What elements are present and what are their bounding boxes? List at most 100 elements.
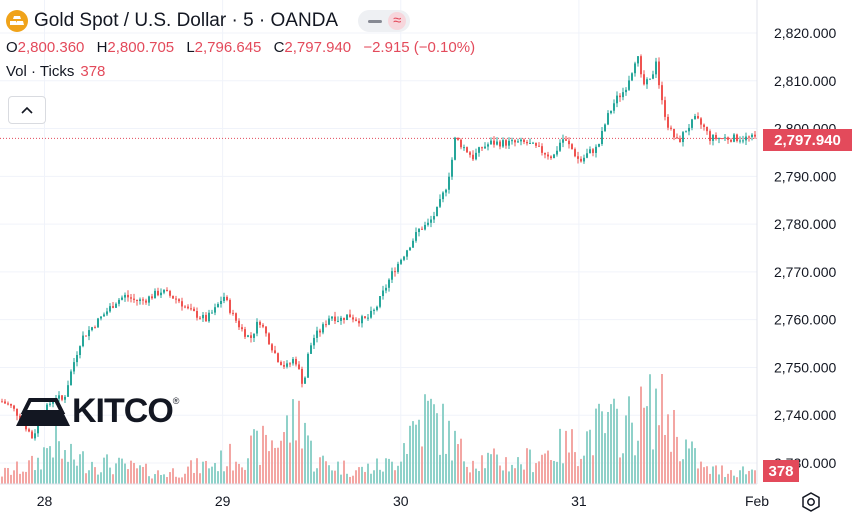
volume-bar — [430, 398, 432, 484]
candle-body — [556, 150, 558, 155]
volume-bar — [334, 470, 336, 484]
candle-body — [178, 299, 180, 302]
volume-bar — [388, 458, 390, 484]
candle-body — [616, 95, 618, 104]
volume-bar — [115, 463, 117, 484]
candle-body — [121, 297, 123, 300]
y-tick-label: 2,750.000 — [774, 359, 836, 375]
candle-body — [427, 222, 429, 225]
candle-body — [184, 306, 186, 308]
volume-bar — [244, 469, 246, 484]
volume-bar — [205, 460, 207, 484]
volume-bar — [427, 400, 429, 484]
candle-body — [346, 314, 348, 321]
candle-body — [538, 145, 540, 147]
volume-bar — [700, 461, 702, 484]
volume-bar — [283, 432, 285, 484]
volume-bar — [739, 470, 741, 484]
volume-bar — [322, 455, 324, 484]
symbol-title[interactable]: Gold Spot / U.S. Dollar · 5 · OANDA — [34, 10, 339, 31]
candle-body — [118, 299, 120, 304]
indicator-toggle[interactable]: ≈ — [358, 10, 411, 32]
candle-body — [64, 396, 66, 400]
volume-bar — [415, 424, 417, 484]
candle-body — [748, 136, 750, 138]
candle-body — [382, 290, 384, 297]
volume-bar — [436, 413, 438, 484]
volume-bar — [661, 374, 663, 484]
volume-bar — [190, 460, 192, 484]
volume-bar — [688, 448, 690, 484]
volume-bar — [745, 474, 747, 484]
candle-body — [133, 298, 135, 300]
candle-body — [544, 152, 546, 155]
candle-body — [649, 78, 651, 80]
candle-body — [655, 61, 657, 75]
volume-bar — [613, 398, 615, 484]
candle-body — [262, 324, 264, 327]
collapse-legend-button[interactable] — [8, 96, 46, 124]
volume-bar — [76, 465, 78, 484]
high-label: H — [96, 39, 108, 56]
candle-body — [322, 324, 324, 333]
volume-bar — [373, 470, 375, 484]
volume-bar — [211, 466, 213, 484]
candle-body — [733, 134, 735, 142]
candle-body — [268, 333, 270, 345]
candle-body — [682, 132, 684, 143]
candle-body — [244, 329, 246, 337]
volume-bar — [418, 419, 420, 484]
volume-bar — [61, 458, 63, 484]
candle-body — [742, 140, 744, 142]
volume-bar — [259, 464, 261, 484]
candle-body — [286, 363, 288, 367]
candle-body — [253, 333, 255, 338]
volume-bar — [709, 473, 711, 484]
volume-bar — [196, 458, 198, 484]
volume-bar — [526, 448, 528, 484]
candle-body — [577, 156, 579, 159]
candle-body — [553, 154, 555, 159]
candle-body — [643, 74, 645, 85]
volume-value: 378 — [80, 63, 106, 80]
minus-icon[interactable] — [368, 19, 383, 23]
volume-bar — [262, 425, 264, 484]
candle-body — [235, 313, 237, 321]
candle-body — [535, 142, 537, 146]
volume-bar — [136, 468, 138, 484]
candle-body — [694, 116, 696, 120]
volume-bar — [484, 468, 486, 484]
candle-body — [505, 140, 507, 146]
settings-icon[interactable] — [800, 491, 822, 518]
candle-body — [436, 206, 438, 217]
candle-body — [379, 296, 381, 307]
candle-body — [256, 321, 258, 334]
candle-body — [730, 139, 732, 142]
kitco-watermark: KITCO ® — [14, 392, 179, 431]
y-tick-label: 2,780.000 — [774, 216, 836, 232]
volume-bar — [724, 477, 726, 484]
volume-bar — [748, 470, 750, 484]
candle-body — [343, 317, 345, 321]
volume-bar — [439, 454, 441, 484]
candle-body — [529, 143, 531, 145]
volume-bar — [493, 448, 495, 484]
volume-bar — [40, 469, 42, 484]
volume-bar — [268, 451, 270, 484]
candle-body — [361, 316, 363, 324]
volume-bar — [619, 457, 621, 484]
candle-body — [292, 359, 294, 364]
candle-body — [451, 159, 453, 177]
volume-bar — [187, 466, 189, 484]
candle-body — [463, 147, 465, 149]
volume-bar — [559, 428, 561, 484]
approx-icon[interactable]: ≈ — [388, 12, 407, 30]
volume-bar — [487, 452, 489, 484]
volume-legend: Vol · Ticks 378 — [6, 63, 483, 80]
volume-bar — [634, 455, 636, 484]
candle-body — [622, 92, 624, 98]
candle-body — [298, 364, 300, 369]
volume-bar — [49, 446, 51, 484]
candle-body — [631, 73, 633, 81]
candle-body — [613, 103, 615, 111]
